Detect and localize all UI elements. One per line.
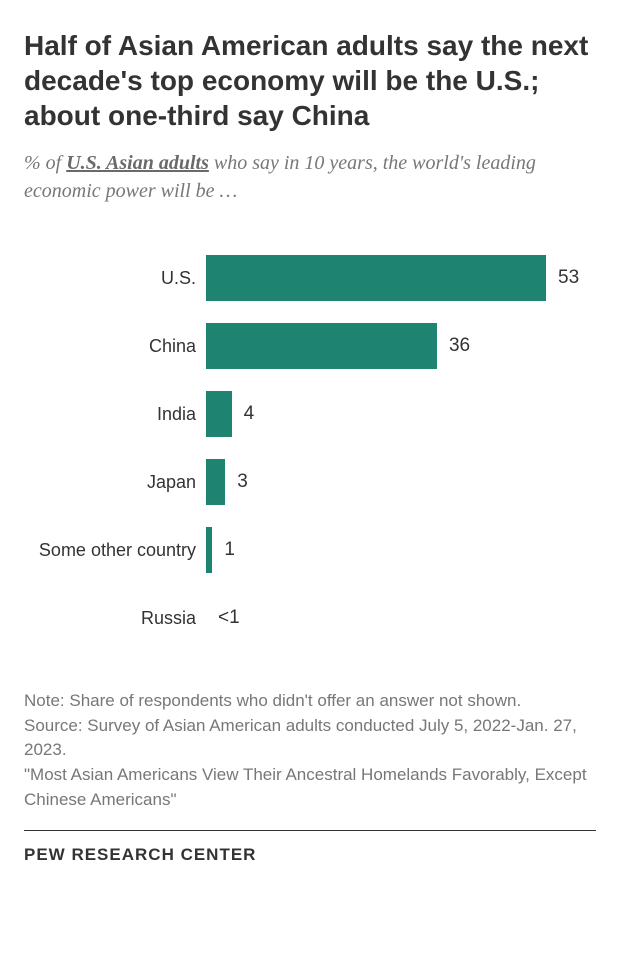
bar-label: Japan: [34, 472, 206, 493]
bar-row: Some other country 1: [34, 527, 586, 573]
bar-label: China: [34, 336, 206, 357]
bar-area: 4: [206, 391, 586, 437]
subtitle-underline: U.S. Asian adults: [66, 152, 209, 174]
bar-value: 36: [449, 335, 470, 357]
bar: [206, 323, 437, 369]
bar-row: Russia <1: [34, 595, 586, 641]
note-line: "Most Asian Americans View Their Ancestr…: [24, 763, 596, 812]
bar-label: Some other country: [34, 540, 206, 561]
attribution: PEW RESEARCH CENTER: [24, 845, 596, 865]
bar: [206, 527, 212, 573]
bar-area: 3: [206, 459, 586, 505]
bar-value: 1: [224, 539, 235, 561]
subtitle-prefix: % of: [24, 152, 66, 174]
bar-label: India: [34, 404, 206, 425]
bar-row: China 36: [34, 323, 586, 369]
bar-area: <1: [206, 595, 586, 641]
bar-chart: U.S. 53 China 36 India 4 Japan 3 Some other coun…: [24, 255, 596, 641]
bar-row: India 4: [34, 391, 586, 437]
chart-subtitle: % of U.S. Asian adults who say in 10 yea…: [24, 149, 596, 205]
note-line: Source: Survey of Asian American adults …: [24, 714, 596, 763]
bar-value: 53: [558, 267, 579, 289]
bar-value: 4: [244, 403, 255, 425]
chart-notes: Note: Share of respondents who didn't of…: [24, 689, 596, 812]
chart-title: Half of Asian American adults say the ne…: [24, 28, 596, 133]
bar: [206, 391, 232, 437]
bar-row: Japan 3: [34, 459, 586, 505]
note-line: Note: Share of respondents who didn't of…: [24, 689, 596, 714]
bar-area: 36: [206, 323, 586, 369]
bar-label: Russia: [34, 608, 206, 629]
bar-row: U.S. 53: [34, 255, 586, 301]
divider: [24, 830, 596, 831]
bar-area: 53: [206, 255, 586, 301]
bar-value: 3: [237, 471, 248, 493]
bar-area: 1: [206, 527, 586, 573]
bar: [206, 255, 546, 301]
bar: [206, 459, 225, 505]
bar-value: <1: [218, 607, 240, 629]
bar-label: U.S.: [34, 268, 206, 289]
